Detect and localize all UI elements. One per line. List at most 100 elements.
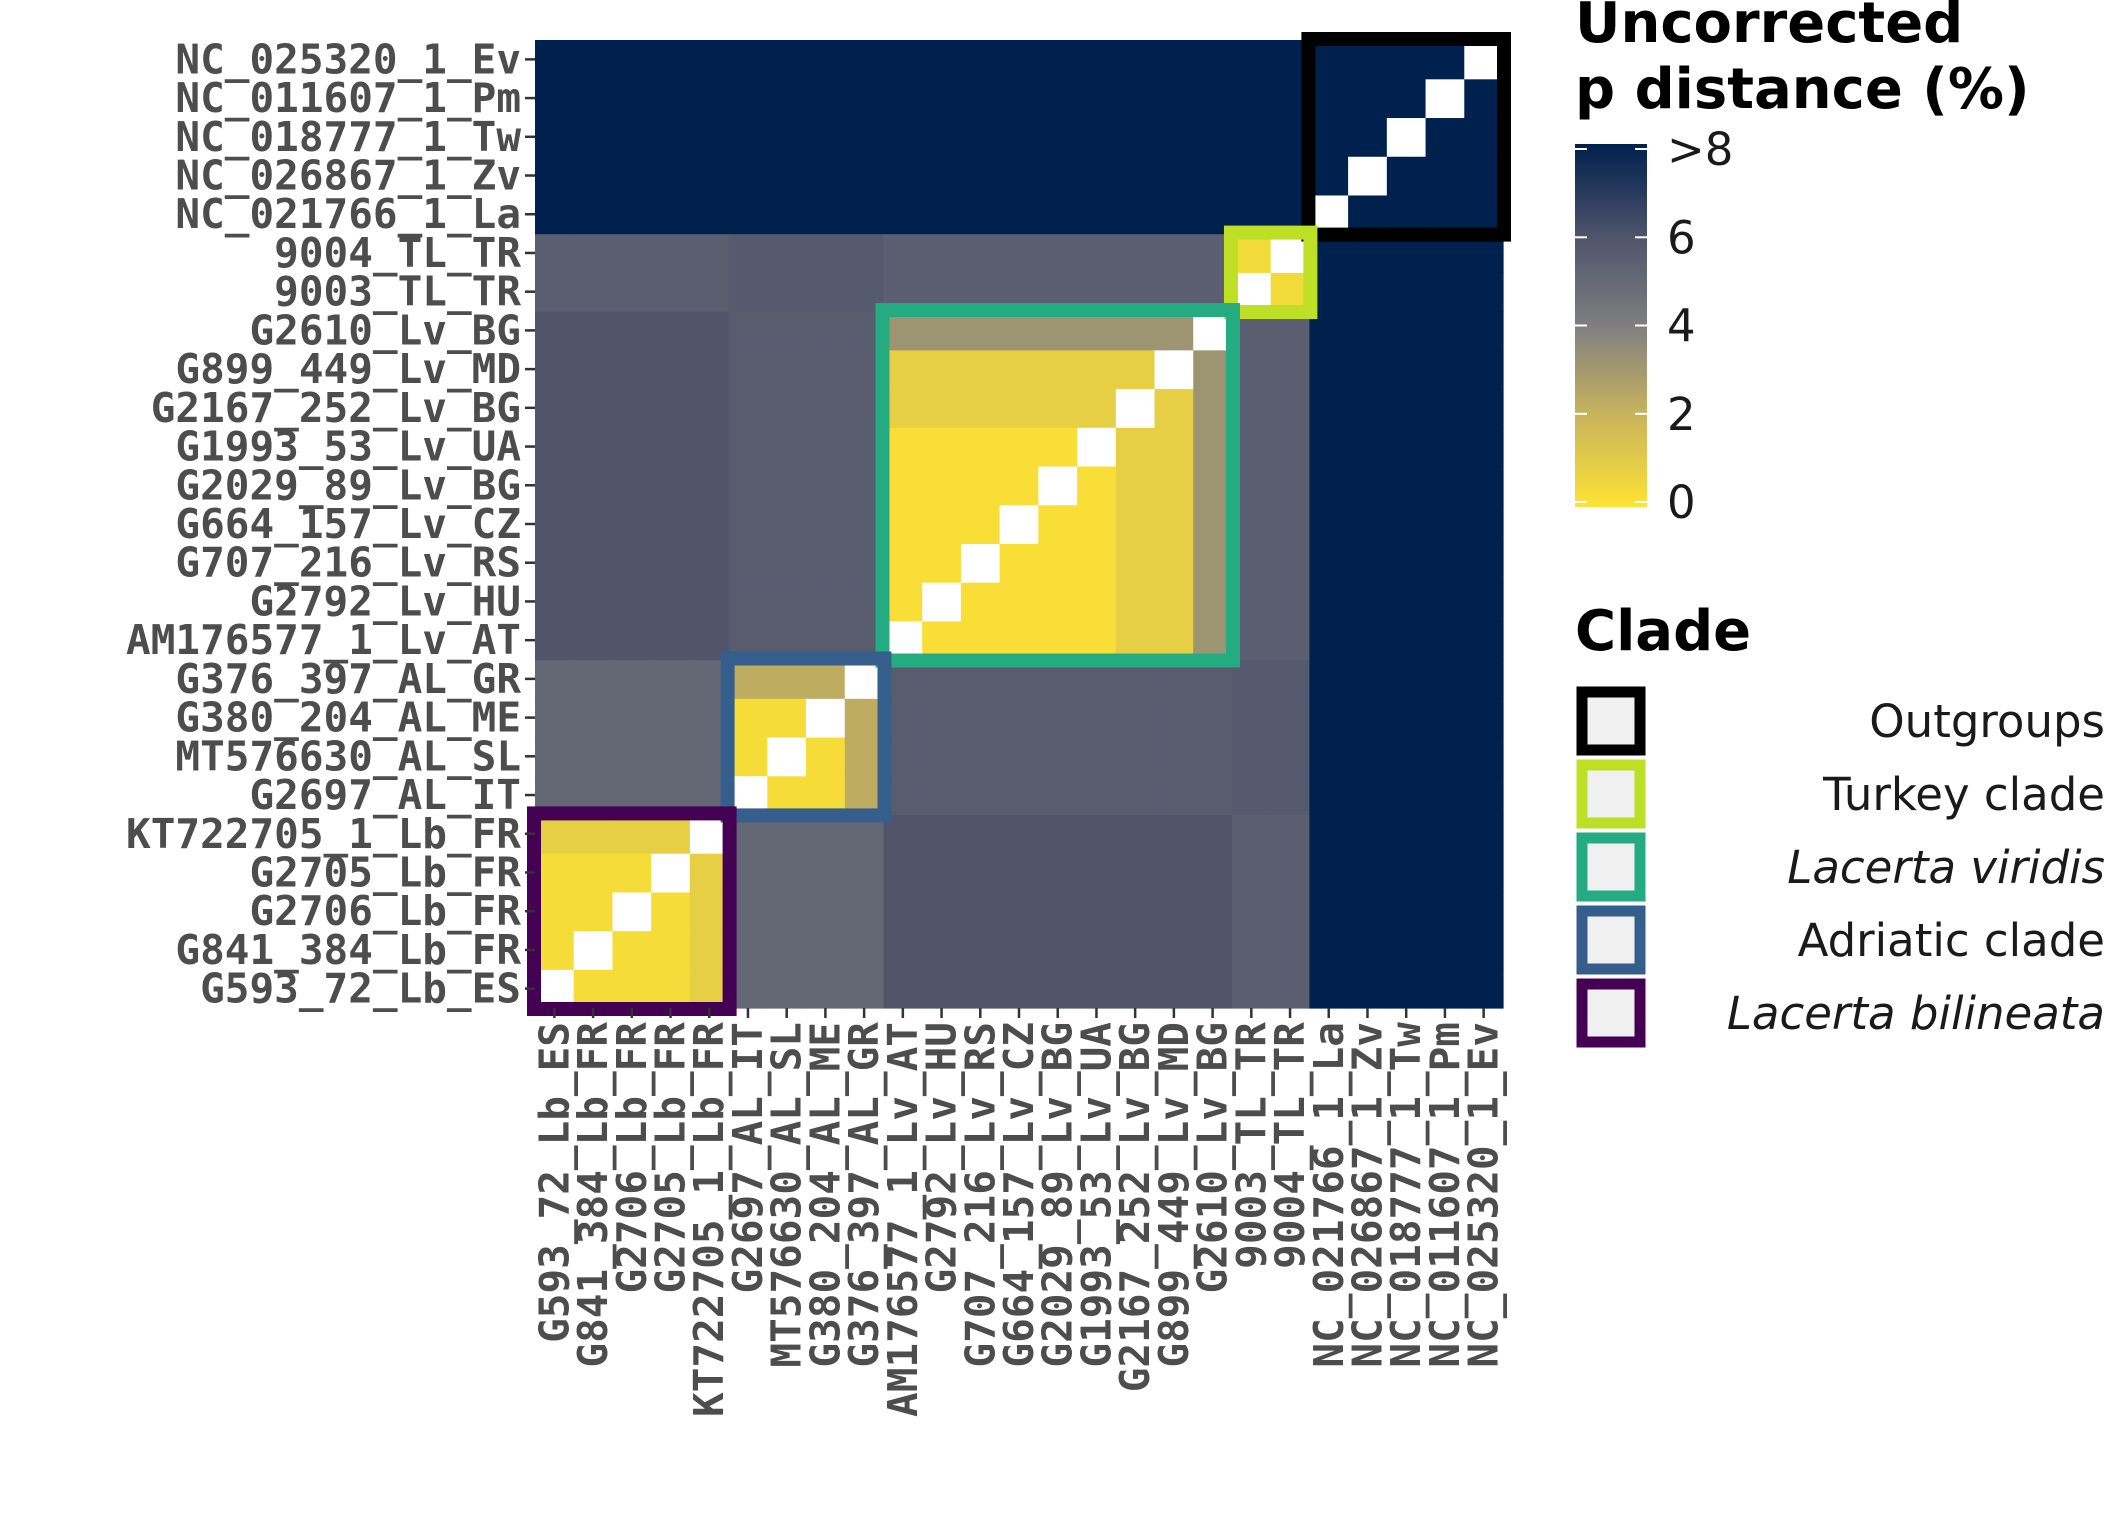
heatmap-cell (728, 698, 768, 738)
clade-box-out (1301, 32, 1512, 242)
heatmap-cell (1386, 891, 1427, 932)
heatmap-cell (651, 349, 691, 390)
x-tick-label: G2610_Lv_BG (1189, 1022, 1237, 1294)
heatmap-cell (1425, 388, 1465, 428)
colorbar-tick-label: 2 (1667, 388, 1696, 441)
heatmap-cell (767, 853, 807, 893)
heatmap-cell (922, 40, 962, 80)
heatmap-cell (1115, 78, 1156, 119)
heatmap-cell (806, 969, 846, 1009)
heatmap-cell (1115, 311, 1156, 351)
heatmap-cell (1386, 814, 1427, 854)
heatmap-cell (1348, 504, 1388, 544)
heatmap-cell (1309, 465, 1349, 506)
heatmap-cell (1386, 853, 1427, 893)
heatmap-cell (612, 465, 652, 506)
heatmap-cell (767, 543, 807, 583)
heatmap-cell (1154, 78, 1194, 119)
heatmap-cell (1154, 233, 1194, 273)
clade-legend-key-out (1576, 686, 1646, 756)
heatmap-cell (1154, 736, 1194, 777)
heatmap-cell (573, 194, 614, 235)
heatmap-cell (535, 388, 575, 428)
heatmap-cell (1425, 504, 1465, 544)
heatmap-cell (535, 272, 575, 312)
heatmap-cell (960, 156, 1001, 196)
heatmap-cell (1077, 775, 1117, 815)
heatmap-cell (1386, 40, 1427, 80)
heatmap-cell (689, 504, 730, 544)
heatmap-cell (535, 465, 575, 506)
heatmap-cell (806, 582, 846, 622)
heatmap-cell (1193, 775, 1233, 815)
heatmap-cell (1348, 582, 1388, 622)
heatmap-cell (806, 465, 846, 506)
heatmap-cell (960, 891, 1001, 932)
heatmap-cell (728, 194, 768, 235)
clade-box-al (720, 651, 892, 823)
heatmap-cell (1309, 698, 1349, 738)
heatmap-cell (960, 582, 1001, 622)
heatmap-cell (1464, 272, 1504, 312)
heatmap-cell (728, 40, 768, 80)
heatmap-cell (922, 543, 962, 583)
heatmap-cell (1231, 775, 1272, 815)
heatmap-cell (1193, 853, 1233, 893)
heatmap-cell (1154, 117, 1194, 157)
heatmap-cell (767, 891, 807, 932)
heatmap-cell (573, 272, 614, 312)
heatmap-cell (1038, 311, 1078, 351)
y-tick-label: 9003_TL_TR (274, 268, 521, 316)
heatmap-cell (612, 194, 652, 235)
x-tick-label: G664_157_Lv_CZ (995, 1022, 1043, 1368)
heatmap-cell (1038, 349, 1078, 390)
heatmap-cell (1348, 736, 1388, 777)
y-tick-label: G2167_252_Lv_BG (151, 384, 521, 432)
heatmap-cell (573, 156, 614, 196)
heatmap-cell (1154, 814, 1194, 854)
heatmap-cell (535, 311, 575, 351)
heatmap-cell (1348, 272, 1388, 312)
heatmap-cell (806, 40, 846, 80)
heatmap-cell (1348, 427, 1388, 467)
heatmap-cell (651, 891, 691, 932)
heatmap-cell (1270, 930, 1310, 970)
heatmap-cell (883, 465, 923, 506)
heatmap-cell (1077, 891, 1117, 932)
heatmap-cell (612, 349, 652, 390)
heatmap-cell (1193, 930, 1233, 970)
heatmap-cell (844, 156, 885, 196)
heatmap-cell (806, 543, 846, 583)
heatmap-cell (573, 736, 614, 777)
heatmap-cell (999, 969, 1039, 1009)
heatmap-cell (1115, 891, 1156, 932)
heatmap-cell (1115, 853, 1156, 893)
x-tick-label: G1993_53_Lv_UA (1072, 1022, 1120, 1368)
heatmap-cell (883, 853, 923, 893)
y-tick-label: G593_72_Lb_ES (200, 965, 521, 1013)
heatmap-cell (1425, 891, 1465, 932)
heatmap-cell (1193, 156, 1233, 196)
heatmap-cell (922, 891, 962, 932)
clade-legend-label: Lacerta bilineata (1727, 987, 2105, 1040)
heatmap-cell (535, 117, 575, 157)
heatmap-cell (806, 117, 846, 157)
heatmap-cell (1270, 853, 1310, 893)
heatmap-cell (922, 969, 962, 1009)
y-tick-label: G2706_Lb_FR (249, 887, 521, 935)
heatmap-cell (1231, 233, 1272, 273)
heatmap-cell (573, 930, 614, 970)
heatmap-cell (960, 853, 1001, 893)
heatmap-cell (999, 891, 1039, 932)
heatmap-cell (1038, 543, 1078, 583)
heatmap-cell (1038, 814, 1078, 854)
heatmap-cell (1038, 194, 1078, 235)
heatmap-cell (1077, 194, 1117, 235)
heatmap-cell (767, 969, 807, 1009)
heatmap-cell (1464, 853, 1504, 893)
heatmap-cell (999, 930, 1039, 970)
heatmap-cell (922, 78, 962, 119)
heatmap-cell (922, 194, 962, 235)
clade-legend-title: Clade (1575, 599, 1751, 664)
heatmap-cell (1309, 814, 1349, 854)
